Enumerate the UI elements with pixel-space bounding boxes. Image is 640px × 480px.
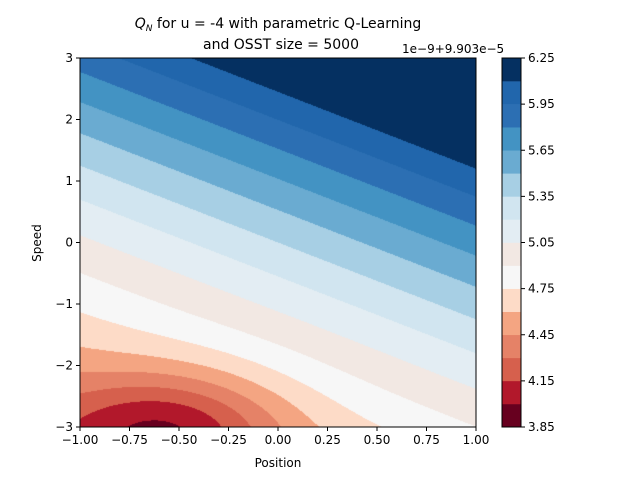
y-tick-label: 0 [65, 236, 73, 250]
y-tick-label: 3 [65, 51, 73, 65]
colorbar-band [502, 127, 521, 151]
y-tick-label: 1 [65, 174, 73, 188]
title-rest: for u = -4 with parametric Q-Learning [152, 16, 421, 32]
x-tick-label: −0.75 [111, 433, 148, 447]
x-tick-label: 1.00 [463, 433, 490, 447]
colorbar-tick-label: 4.15 [528, 374, 555, 388]
colorbar-tick-label: 6.25 [528, 51, 555, 65]
colorbar-band [502, 242, 521, 266]
colorbar-band [502, 311, 521, 336]
colorbar-band [502, 58, 521, 82]
title-q-hat: Q [135, 16, 146, 32]
colorbar-band [502, 173, 521, 197]
y-tick-label: −3 [55, 420, 73, 434]
y-tick-label: −2 [55, 359, 73, 373]
colorbar-band [502, 219, 521, 243]
chart-title-line1: QN for u = -4 with parametric Q-Learning [135, 16, 422, 34]
x-tick-label: −0.25 [210, 433, 247, 447]
colorbar-tick-label: 5.65 [528, 143, 555, 157]
colorbar-band [502, 380, 521, 405]
colorbar-band [502, 288, 521, 312]
colorbar-band [502, 334, 521, 359]
colorbar-band [502, 81, 521, 105]
x-tick-label: 0.25 [314, 433, 341, 447]
x-tick-label: 0.50 [364, 433, 391, 447]
contour-fill-image [80, 58, 476, 427]
chart-title-line2: and OSST size = 5000 [203, 37, 359, 53]
title-subscript: N [146, 24, 153, 34]
colorbar-tick-label: 5.95 [528, 97, 555, 111]
x-axis-label: Position [255, 456, 302, 470]
colorbar-tick-label: 4.45 [528, 328, 555, 342]
colorbar-tick-label: 5.05 [528, 236, 555, 250]
colorbar-band [502, 104, 521, 128]
y-tick-label: −1 [55, 297, 73, 311]
colorbar-band [502, 403, 521, 428]
contour-plot-area [79, 57, 477, 428]
y-axis-label: Speed [30, 224, 44, 262]
colorbar-band [502, 196, 521, 220]
chart-title: QN for u = -4 with parametric Q-Learning… [135, 16, 422, 53]
x-tick-label: 0.75 [413, 433, 440, 447]
colorbar-tick-label: 5.35 [528, 189, 555, 203]
colorbar: 3.85 4.15 4.45 4.75 5.05 5.35 5.65 5.95 6.25 [501, 51, 555, 434]
x-axis: −1.00 −0.75 −0.50 −0.25 0.00 0.25 0.50 0.75 1.00 [62, 427, 490, 447]
colorbar-band [502, 357, 521, 382]
colorbar-tick-label: 3.85 [528, 420, 555, 434]
colorbar-band [502, 265, 521, 289]
colorbar-tick-label: 4.75 [528, 282, 555, 296]
colorbar-band [502, 150, 521, 174]
x-tick-label: 0.00 [265, 433, 292, 447]
x-tick-label: −1.00 [62, 433, 99, 447]
colorbar-offset-text: 1e−9+9.903e−5 [402, 42, 504, 56]
x-tick-label: −0.50 [161, 433, 198, 447]
y-axis: −3 −2 −1 0 1 2 3 [55, 51, 80, 434]
y-tick-label: 2 [65, 113, 73, 127]
